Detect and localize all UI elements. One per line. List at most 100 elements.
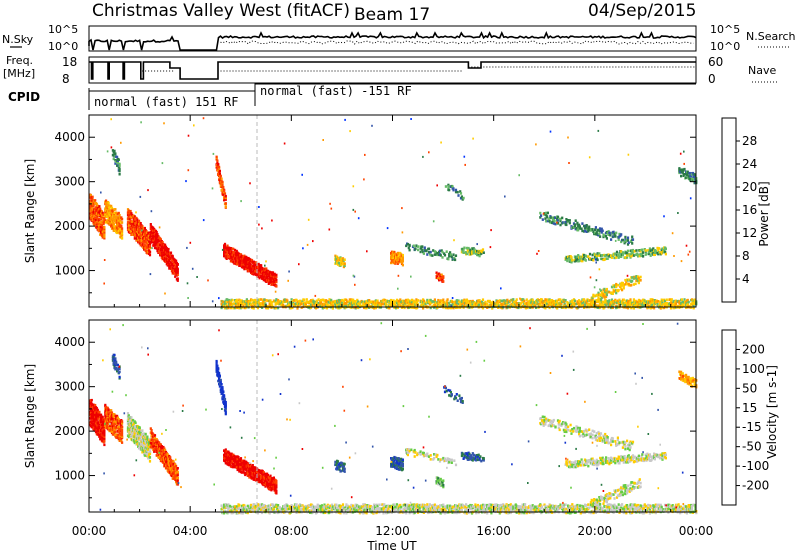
power-cell [90,199,93,203]
power-cell [591,253,594,257]
power-cell [224,198,227,201]
power-cell [480,252,483,255]
power-cell [221,180,224,184]
power-cell [249,299,252,303]
power-cell [454,258,457,262]
power-cell [98,205,101,208]
power-cell [431,254,434,257]
velocity-cell [110,418,113,421]
velocity-cell [168,459,171,462]
power-cell [327,301,330,304]
velocity-cell [148,444,152,447]
power-cell [126,208,130,211]
power-cell [461,304,464,308]
power-cell [678,167,681,170]
power-cell [227,306,230,310]
power-cell [438,249,442,253]
power-cell [610,254,613,257]
power-cell [232,302,235,305]
power-cell [556,305,559,308]
power-cell [217,169,220,172]
power-cell [595,254,598,257]
power-cell [245,298,248,301]
power-cell [394,303,397,307]
power-cell [249,262,252,266]
power-cell [584,254,587,258]
power-cell [653,251,656,254]
power-cell [329,300,332,303]
velocity-cell [143,454,146,457]
velocity-cell [103,429,106,432]
power-cell [448,185,451,188]
power-cell [606,299,609,303]
power-cell [337,261,340,265]
velocity-cell [153,437,157,440]
power-cell [231,299,234,302]
power-scatter-cell [432,220,435,223]
power-cell [598,252,601,255]
velocity-cell [158,441,161,445]
power-cell [398,299,401,303]
power-cell [223,198,226,202]
power-cell [539,303,542,307]
power-cell [628,304,631,307]
power-cell [618,298,621,302]
power-cell [601,254,604,257]
power-cell [594,226,597,229]
power-cell [405,244,408,248]
power-cell [581,229,584,233]
velocity-cell [114,430,117,434]
power-cell [356,298,359,302]
power-cell [437,298,440,302]
power-cell [616,299,619,303]
power-cell [274,303,277,306]
power-cell [567,304,571,308]
power-cell [660,251,663,254]
power-cell [468,306,471,309]
power-cell [127,225,130,228]
power-cell [234,258,237,261]
power-cell [644,249,647,252]
power-cell [470,250,474,253]
power-cell [544,306,547,310]
power-scatter-cell [352,274,355,277]
power-scatter-cell [103,259,106,261]
power-cell [620,250,623,253]
power-cell [607,253,610,256]
power-cell [411,298,414,302]
power-cell [469,248,472,252]
power-cell [92,204,95,208]
power-cell [438,300,442,304]
power-cell [511,302,514,305]
velocity-cell [103,435,106,438]
power-cell [620,284,623,287]
power-cell [441,256,444,259]
power-cell [148,236,152,239]
power-cell [481,248,485,251]
velocity-cell [121,428,124,432]
velocity-cell [135,433,138,437]
power-cell [585,301,588,304]
power-cell [345,298,348,302]
power-cell [591,228,594,231]
power-cell [176,269,179,272]
power-cell [621,251,624,254]
power-cell [168,258,171,262]
power-cell [430,301,433,305]
power-cell [116,226,119,230]
power-cell [649,298,652,301]
power-cell [606,232,609,235]
power-cell [674,302,678,306]
power-cell [615,299,618,303]
power-cell [279,302,282,305]
power-cell [395,306,398,310]
power-cell [103,226,106,229]
power-cell [575,302,578,306]
power-scatter-cell [500,287,502,290]
velocity-cell [148,456,152,459]
power-cell [229,300,232,303]
power-cell [422,306,425,310]
power-cell [131,220,134,224]
power-cell [149,223,152,226]
power-cell [486,299,490,303]
